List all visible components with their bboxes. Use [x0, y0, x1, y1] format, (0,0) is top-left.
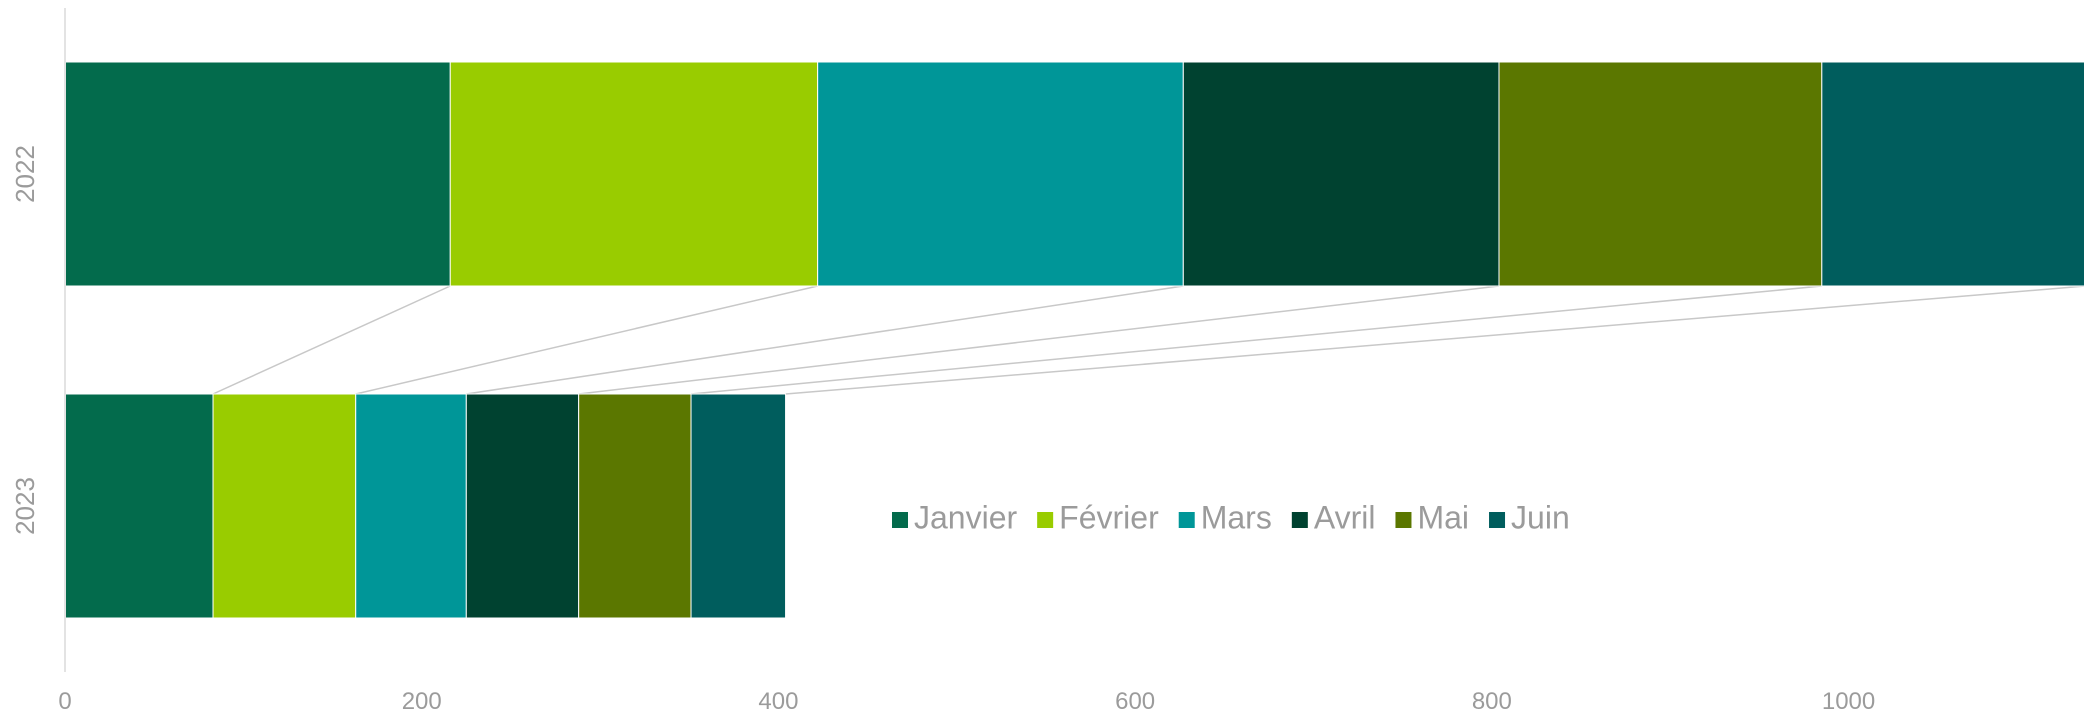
legend-swatch — [1395, 512, 1412, 528]
legend: Janvier Février Mars Avril Mai Juin — [892, 499, 1570, 535]
bar-2023-janvier — [64, 393, 214, 619]
category-label-2022: 2022 — [10, 145, 40, 203]
x-tick-label-200: 200 — [402, 688, 442, 713]
bar-2022-mai — [1498, 61, 1823, 287]
bar-2022-juin — [1821, 61, 2084, 287]
legend-swatch — [1291, 512, 1308, 528]
legend-item-mars: Mars — [1178, 499, 1272, 535]
legend-item-janvier: Janvier — [892, 499, 1018, 535]
bar-2022-avril — [1182, 61, 1500, 287]
series-connectors — [212, 285, 2084, 395]
x-tick-label-800: 800 — [1472, 688, 1512, 713]
bar-2023-mai — [578, 393, 692, 619]
x-tick-label-0: 0 — [58, 688, 71, 713]
legend-swatch — [1489, 512, 1506, 528]
bars — [64, 61, 2084, 619]
legend-item-avril: Avril — [1291, 499, 1376, 535]
connector-juin — [785, 285, 2084, 395]
legend-swatch — [1037, 512, 1054, 528]
connector-janvier — [212, 285, 451, 395]
legend-label: Mars — [1201, 499, 1272, 535]
category-label-2023: 2023 — [10, 477, 40, 535]
legend-item-juin: Juin — [1489, 499, 1570, 535]
legend-item-mai: Mai — [1395, 499, 1469, 535]
legend-swatch — [1178, 512, 1195, 528]
x-tick-label-600: 600 — [1115, 688, 1155, 713]
connector-mai — [690, 285, 1822, 395]
bar-2022-janvier — [64, 61, 451, 287]
x-tick-label-400: 400 — [758, 688, 798, 713]
bar-2023-juin — [690, 393, 787, 619]
x-axis-ticks: 0 200 400 600 800 1000 — [58, 688, 1875, 713]
connector-février — [355, 285, 818, 395]
legend-label: Janvier — [914, 499, 1018, 535]
category-labels: 2022 2023 — [10, 145, 40, 535]
legend-label: Avril — [1314, 499, 1376, 535]
legend-item-février: Février — [1037, 499, 1159, 535]
connector-avril — [578, 285, 1500, 395]
bar-2022-mars — [817, 61, 1184, 287]
bar-2023-avril — [465, 393, 580, 619]
bar-2023-mars — [355, 393, 467, 619]
bar-2022-février — [449, 61, 819, 287]
legend-label: Février — [1059, 499, 1159, 535]
bar-2023-février — [212, 393, 357, 619]
legend-label: Juin — [1511, 499, 1570, 535]
x-tick-label-1000: 1000 — [1822, 688, 1875, 713]
legend-swatch — [892, 512, 908, 528]
connector-mars — [466, 285, 1184, 395]
legend-label: Mai — [1417, 499, 1469, 535]
